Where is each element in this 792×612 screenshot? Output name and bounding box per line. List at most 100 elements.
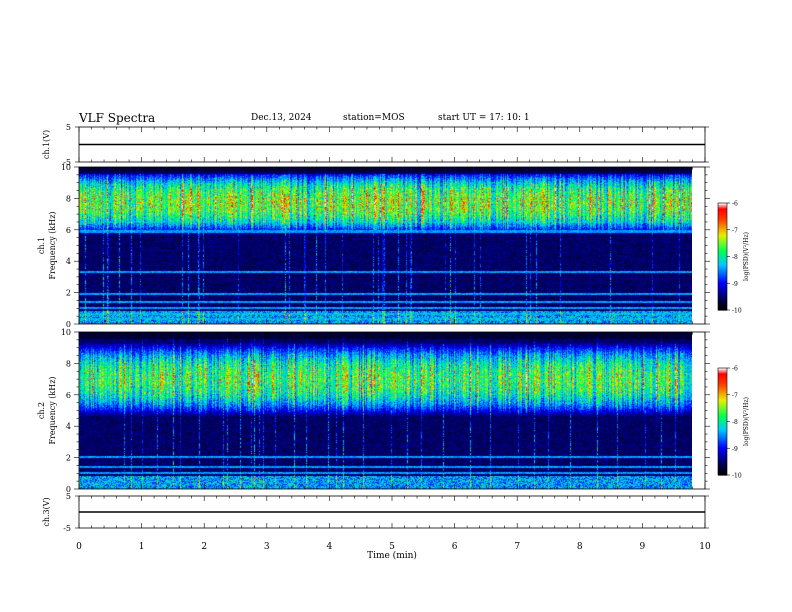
ch1-colorbar-step [718, 236, 727, 240]
ch1-colorbar-step [718, 220, 727, 224]
ch1-colorbar-step [718, 263, 727, 267]
ch1-colorbar-step [718, 242, 727, 245]
ch1-colorbar-step [718, 252, 727, 256]
ch2-colorbar-step [718, 389, 727, 392]
ch3-voltage-y-tick-label: -5 [63, 524, 71, 533]
start-time-label: start UT = 17: 10: 1 [438, 113, 530, 123]
ch1-colorbar-step [718, 217, 727, 220]
ch2-spec-y-tick-label: 0 [66, 485, 71, 494]
ch1-colorbar-tick-label: -6 [732, 201, 738, 208]
ch2-colorbar-step [718, 435, 727, 439]
ch1-colorbar-step [718, 235, 727, 238]
ch1-colorbar-step [718, 233, 727, 236]
ch1-colorbar-step [718, 308, 727, 311]
ch1-colorbar-step [718, 293, 727, 297]
ch2-colorbar-step [718, 432, 727, 435]
ch1-colorbar-step [718, 274, 727, 277]
ch1-colorbar-step [718, 277, 727, 281]
x-tick-label: 6 [452, 542, 458, 552]
ch2-colorbar-step [718, 444, 727, 448]
ch1-colorbar-step [718, 276, 727, 279]
ch1-colorbar-step [718, 203, 727, 206]
ch2-colorbar-step [718, 371, 727, 374]
x-tick-label: 0 [76, 542, 82, 552]
ch2-colorbar-step [718, 384, 727, 387]
ch1-spec-y-tick-label: 6 [66, 226, 71, 235]
ch1-spec-ylabel-frequency: Frequency (kHz) [48, 211, 57, 279]
ch2-colorbar-step [718, 451, 727, 455]
ch2-colorbar-step [718, 421, 727, 424]
ch2-spec-y-tick-label: 6 [66, 391, 71, 400]
ch2-spec-y-tick-label: 4 [66, 422, 71, 431]
ch2-colorbar-tick-label: -10 [732, 473, 742, 480]
ch1-spec-y-tick-label: 8 [66, 194, 71, 203]
ch2-colorbar-step [718, 439, 727, 442]
ch2-spec-ylabel-channel: ch.2 [37, 402, 46, 419]
ch2-colorbar-step [718, 419, 727, 423]
ch1-spec-y-tick-label: 2 [66, 289, 71, 298]
ch1-spec-ylabel-channel: ch.1 [37, 237, 46, 254]
ch2-colorbar-step [718, 426, 727, 430]
ch1-colorbar-step [718, 231, 727, 234]
ch1-spec-y-tick-label: 4 [66, 257, 71, 266]
ch2-colorbar-step [718, 403, 727, 407]
ch1-colorbar-step [718, 244, 727, 247]
ch2-colorbar-step [718, 405, 727, 408]
ch2-spec-y-tick-label: 10 [61, 328, 71, 337]
ch1-colorbar-step [718, 229, 727, 233]
ch2-colorbar-step [718, 437, 727, 440]
ch1-colorbar: -6 -7 -8 -9 -10 log(PSD)(V²/Hz) [717, 201, 750, 315]
ch1-colorbar-step [718, 219, 727, 222]
ch2-colorbar-tick-label: -8 [732, 419, 738, 426]
ch1-colorbar-step [718, 210, 727, 213]
ch2-colorbar-step [718, 471, 727, 474]
figure-title: VLF Spectra [79, 111, 156, 125]
ch1-colorbar-step [718, 261, 727, 265]
x-tick-label: 10 [699, 542, 711, 552]
ch2-colorbar-step [718, 425, 727, 428]
ch2-colorbar-step [718, 400, 727, 403]
ch1-voltage-y-tick-label: -5 [63, 158, 71, 167]
x-tick-label: 1 [139, 542, 145, 552]
station-label: station=MOS [343, 113, 405, 123]
ch1-colorbar-label: log(PSD)(V²/Hz) [743, 232, 750, 281]
ch1-spec-y-tick-label: 10 [61, 163, 71, 172]
ch2-colorbar-step [718, 460, 727, 464]
ch2-colorbar-step [718, 457, 727, 460]
x-tick-label: 5 [389, 542, 395, 552]
x-tick-label: 7 [514, 542, 520, 552]
ch1-colorbar-step [718, 215, 727, 218]
ch2-colorbar-step [718, 412, 727, 415]
ch1-colorbar-tick-label: -7 [732, 227, 738, 234]
ch1-voltage-y-tick-label: 5 [66, 123, 71, 132]
x-axis-label: Time (min) [367, 550, 417, 561]
x-tick-label: 9 [640, 542, 646, 552]
ch2-colorbar-step [718, 450, 727, 453]
ch1-colorbar-step [718, 288, 727, 291]
ch1-colorbar-step [718, 247, 727, 250]
ch1-colorbar-step [718, 251, 727, 254]
ch2-colorbar-step [718, 453, 727, 456]
ch2-colorbar-step [718, 409, 727, 412]
ch1-colorbar-step [718, 227, 727, 231]
ch1-colorbar-step [718, 299, 727, 302]
ch2-colorbar-step [718, 448, 727, 451]
ch2-colorbar-step [718, 442, 727, 446]
ch1-colorbar-step [718, 302, 727, 306]
ch2-colorbar-step [718, 469, 727, 473]
ch1-colorbar-step [718, 292, 727, 295]
ch2-colorbar-step [718, 441, 727, 444]
ch1-spectrogram-canvas [79, 167, 692, 324]
ch1-colorbar-step [718, 270, 727, 274]
ch1-colorbar-step [718, 211, 727, 215]
ch1-spectrogram-image [79, 167, 692, 324]
ch2-colorbar-step [718, 462, 727, 465]
ch2-colorbar-step [718, 466, 727, 469]
ch2-spectrogram-image [79, 332, 692, 489]
ch1-colorbar-step [718, 213, 727, 217]
ch2-colorbar-step [718, 473, 727, 476]
ch2-colorbar-step [718, 373, 727, 376]
ch1-colorbar-step [718, 281, 727, 284]
